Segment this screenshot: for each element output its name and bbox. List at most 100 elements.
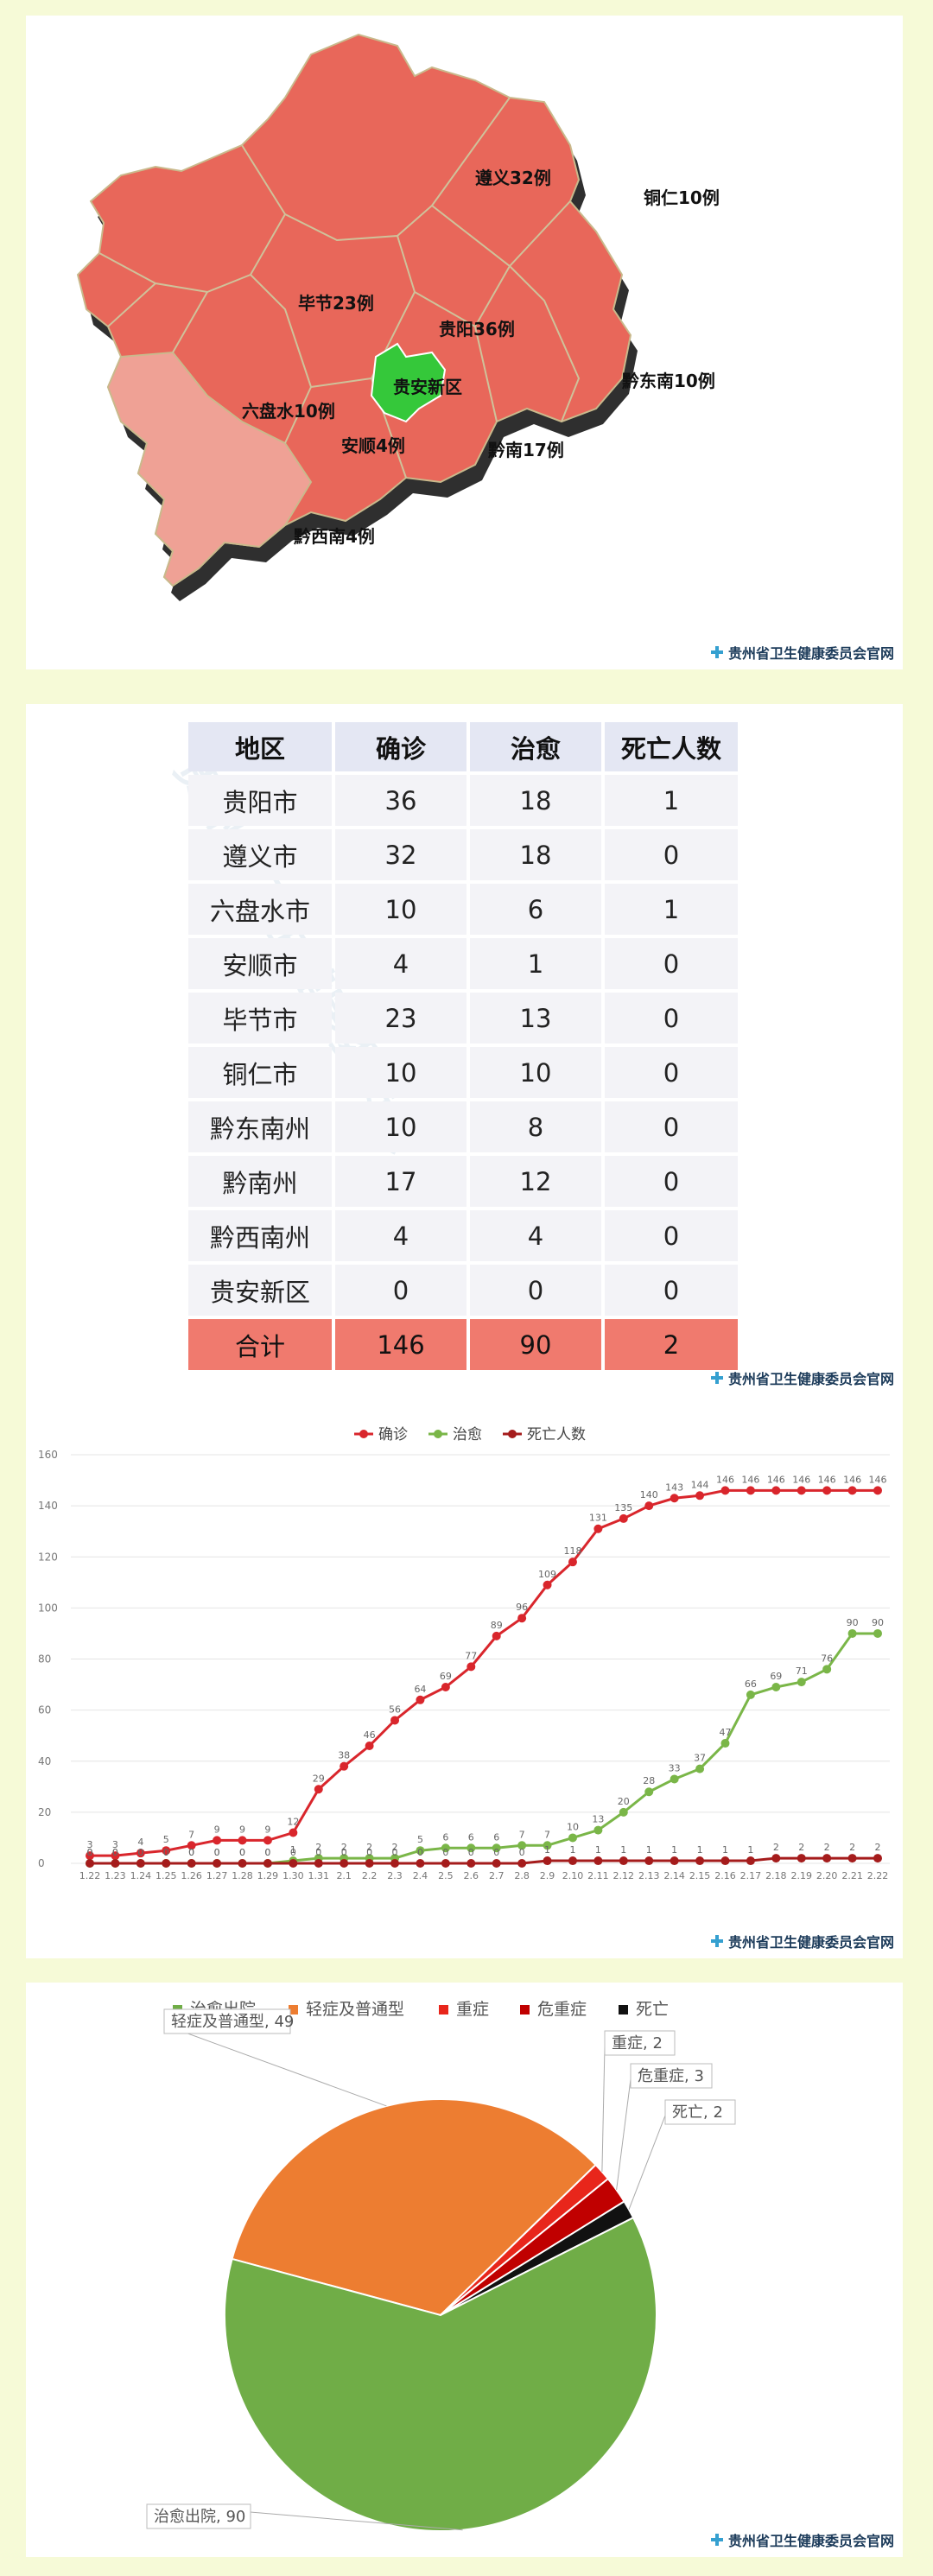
data-label: 4 xyxy=(137,1837,143,1848)
data-point xyxy=(289,1859,298,1868)
data-point xyxy=(390,1859,400,1868)
source-mark-text: 贵州省卫生健康委员会官网 xyxy=(727,1371,894,1387)
data-label: 89 xyxy=(491,1620,503,1631)
cell-deaths: 0 xyxy=(605,1265,738,1316)
data-label: 0 xyxy=(112,1847,118,1858)
data-label: 0 xyxy=(442,1847,448,1858)
data-point xyxy=(492,1859,501,1868)
data-label: 76 xyxy=(821,1653,833,1664)
series-line xyxy=(90,1856,878,1865)
legend-item[interactable]: 重症 xyxy=(439,2000,489,2019)
cell-deaths: 0 xyxy=(605,1047,738,1098)
header-deaths: 死亡人数 xyxy=(605,722,738,771)
legend-item[interactable]: 死亡 xyxy=(619,2000,669,2019)
data-label: 1 xyxy=(722,1844,728,1856)
data-label: 1 xyxy=(697,1844,703,1856)
data-label: 56 xyxy=(389,1704,401,1715)
data-point xyxy=(822,1486,832,1495)
data-point xyxy=(136,1859,145,1868)
data-point xyxy=(568,1833,577,1843)
data-label: 5 xyxy=(417,1834,423,1845)
data-label: 9 xyxy=(214,1824,220,1835)
data-label: 6 xyxy=(468,1831,474,1843)
data-label: 37 xyxy=(694,1753,706,1764)
data-point xyxy=(771,1854,781,1863)
data-label: 140 xyxy=(640,1489,658,1501)
cell-region: 安顺市 xyxy=(188,938,332,989)
data-point xyxy=(543,1580,552,1589)
data-point xyxy=(187,1841,196,1850)
legend-item[interactable]: 危重症 xyxy=(520,2000,587,2019)
data-label: 146 xyxy=(741,1474,759,1485)
source-mark-text: 贵州省卫生健康委员会官网 xyxy=(727,645,894,662)
logo-icon xyxy=(710,1935,723,1947)
data-label: 0 xyxy=(315,1847,321,1858)
source-mark: 贵州省卫生健康委员会官网 xyxy=(710,2529,894,2550)
data-label: 9 xyxy=(264,1824,270,1835)
table-row: 贵阳市 36 18 1 xyxy=(188,775,738,826)
cell-region: 六盘水市 xyxy=(188,884,332,935)
x-tick-label: 1.30 xyxy=(282,1870,304,1881)
data-point xyxy=(797,1486,806,1495)
legend-item[interactable]: 死亡人数 xyxy=(503,1426,586,1443)
data-point xyxy=(213,1836,222,1845)
data-label-box xyxy=(664,2099,736,2125)
data-point xyxy=(746,1856,755,1866)
cell-deaths: 0 xyxy=(605,1156,738,1207)
legend-swatch xyxy=(289,2005,298,2014)
data-point xyxy=(492,1843,501,1853)
data-point xyxy=(86,1859,94,1868)
data-label: 77 xyxy=(465,1650,477,1661)
x-tick-label: 1.31 xyxy=(308,1870,330,1881)
map-card: 遵义32例 铜仁10例 毕节23例 贵阳36例 贵安新区 黔东南10例 六盘水1… xyxy=(26,16,903,669)
data-point xyxy=(873,1854,882,1863)
cell-confirmed: 4 xyxy=(335,1210,466,1261)
x-tick-label: 2.3 xyxy=(387,1870,403,1881)
guizhou-map: 遵义32例 铜仁10例 毕节23例 贵阳36例 贵安新区 黔东南10例 六盘水1… xyxy=(76,33,720,601)
map-label-qianxinan: 黔西南4例 xyxy=(294,526,375,547)
data-label: 0 xyxy=(519,1847,525,1858)
data-point xyxy=(416,1695,425,1704)
data-label-box xyxy=(146,2503,251,2529)
data-label: 0 xyxy=(188,1847,194,1858)
data-label: 0 xyxy=(341,1847,347,1858)
data-point xyxy=(593,1856,603,1866)
legend-item[interactable]: 确诊 xyxy=(354,1426,408,1443)
line-chart-card: 0 20 40 60 80 100 120 140 160 1.22 1.23 1.24 1.25 1.2… xyxy=(26,1393,903,1958)
data-label: 33 xyxy=(669,1762,681,1773)
data-label: 0 xyxy=(468,1847,474,1858)
cell-confirmed: 36 xyxy=(335,775,466,826)
data-point xyxy=(670,1856,679,1866)
data-point xyxy=(238,1859,247,1868)
table-row: 六盘水市 10 6 1 xyxy=(188,884,738,935)
x-tick-label: 1.24 xyxy=(130,1870,152,1881)
data-label: 64 xyxy=(414,1684,426,1695)
data-point xyxy=(720,1739,730,1748)
legend-marker xyxy=(359,1430,368,1438)
x-tick-label: 2.9 xyxy=(540,1870,555,1881)
map-label-guiyang: 贵阳36例 xyxy=(439,319,515,339)
y-tick-label: 40 xyxy=(38,1755,51,1767)
data-point xyxy=(517,1841,527,1850)
x-tick-label: 2.2 xyxy=(362,1870,378,1881)
x-tick-label: 2.7 xyxy=(489,1870,505,1881)
y-tick-label: 100 xyxy=(38,1602,58,1614)
data-label: 0 xyxy=(137,1847,143,1858)
data-label: 7 xyxy=(188,1829,194,1840)
data-point xyxy=(441,1859,450,1868)
data-point xyxy=(695,1856,705,1866)
x-tick-label: 2.12 xyxy=(613,1870,635,1881)
x-tick-label: 2.17 xyxy=(740,1870,762,1881)
legend-item[interactable]: 轻症及普通型 xyxy=(289,2000,404,2019)
cell-deaths: 0 xyxy=(605,1210,738,1261)
map-borders xyxy=(98,97,581,479)
cell-region: 黔东南州 xyxy=(188,1101,332,1152)
data-label: 1 xyxy=(671,1844,677,1856)
logo-icon xyxy=(710,2534,723,2546)
map-label-zunyi: 遵义32例 xyxy=(475,168,551,188)
data-label: 143 xyxy=(665,1482,683,1493)
data-label: 29 xyxy=(313,1773,325,1784)
legend-item[interactable]: 治愈 xyxy=(428,1426,482,1443)
data-point xyxy=(466,1843,476,1853)
